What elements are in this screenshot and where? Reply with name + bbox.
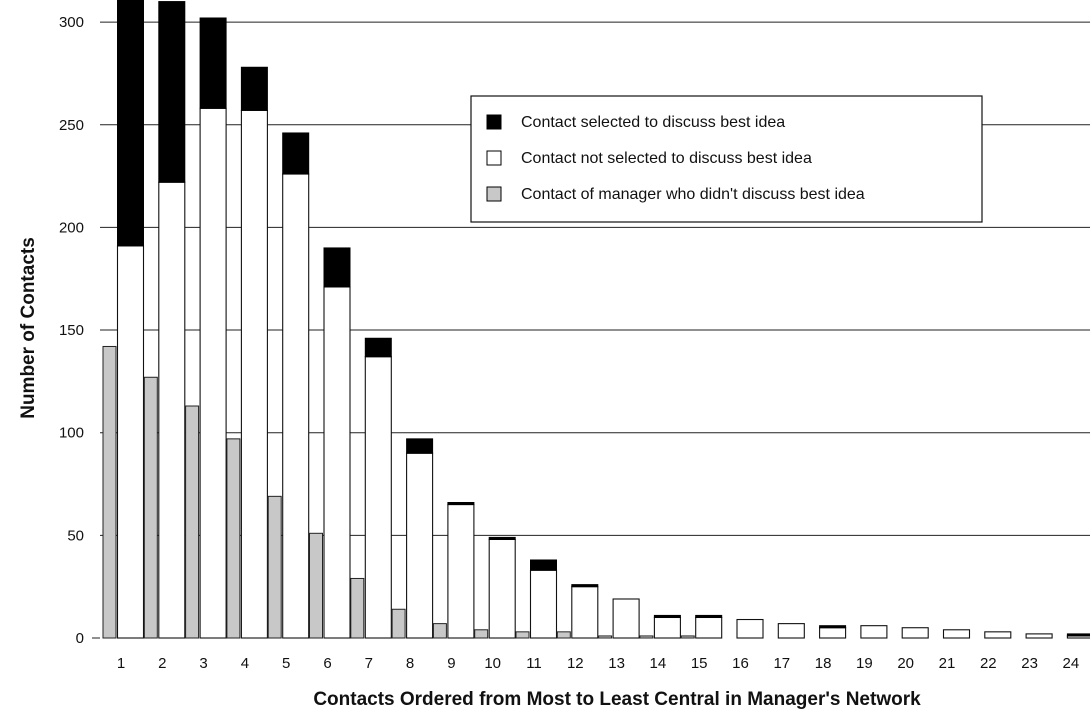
bar-selected-3	[199, 17, 227, 109]
bar-selected-24	[1066, 633, 1090, 637]
bar-selected-15	[695, 614, 723, 618]
bar-other-manager-5	[267, 495, 282, 639]
bar-selected-14	[653, 614, 681, 618]
bar-not-selected-23	[1025, 633, 1053, 639]
x-tick-label: 1	[117, 655, 125, 672]
legend-label-not-selected: Contact not selected to discuss best ide…	[521, 150, 812, 167]
bar-not-selected-4	[240, 109, 268, 639]
x-axis-title: Contacts Ordered from Most to Least Cent…	[313, 689, 921, 710]
bar-not-selected-22	[984, 631, 1012, 639]
bar-not-selected-2	[158, 181, 186, 639]
bar-selected-1	[117, 0, 144, 247]
x-tick-label: 4	[241, 655, 249, 672]
x-tick-label: 12	[567, 655, 584, 672]
bar-selected-7	[364, 337, 392, 358]
bar-not-selected-6	[323, 286, 351, 639]
bar-not-selected-19	[860, 625, 888, 639]
x-tick-label: 17	[773, 655, 790, 672]
bar-other-manager-1	[102, 345, 117, 639]
x-tick-label: 13	[608, 655, 625, 672]
bar-not-selected-13	[612, 598, 640, 639]
x-tick-label: 23	[1021, 655, 1038, 672]
x-tick-label: 7	[365, 655, 373, 672]
bars	[102, 0, 1090, 639]
bar-other-manager-15	[680, 635, 695, 639]
legend-label-selected: Contact selected to discuss best idea	[521, 114, 785, 131]
y-tick-label: 50	[67, 527, 84, 544]
bar-not-selected-21	[942, 629, 971, 639]
bar-selected-9	[447, 502, 475, 506]
x-tick-label: 11	[526, 655, 542, 672]
bar-other-manager-12	[556, 631, 571, 639]
legend-swatch-not-selected	[486, 150, 502, 166]
x-tick-label: 9	[447, 655, 455, 672]
bar-selected-5	[282, 132, 310, 175]
bar-not-selected-16	[736, 618, 764, 639]
bar-other-manager-8	[391, 608, 406, 639]
x-tick-label: 20	[897, 655, 914, 672]
bar-not-selected-8	[406, 452, 434, 639]
x-tick-label: 19	[856, 655, 873, 672]
bar-selected-11	[530, 559, 557, 571]
bar-other-manager-2	[143, 376, 158, 639]
x-tick-label: 21	[939, 655, 956, 672]
bar-not-selected-18	[819, 627, 847, 639]
bar-other-manager-7	[350, 577, 365, 639]
bar-not-selected-15	[695, 616, 723, 639]
legend-swatch-other-manager	[486, 186, 502, 202]
bar-other-manager-6	[309, 532, 323, 639]
x-tick-label: 18	[815, 655, 832, 672]
bar-other-manager-9	[432, 623, 447, 639]
bar-other-manager-14	[639, 635, 654, 639]
x-tick-label: 14	[650, 655, 667, 672]
bar-other-manager-11	[515, 631, 530, 639]
y-axis-title: Number of Contacts	[18, 237, 39, 419]
bar-not-selected-12	[571, 586, 599, 639]
x-tick-label: 15	[691, 655, 708, 672]
bar-not-selected-17	[777, 623, 805, 639]
y-tick-label: 150	[59, 322, 84, 339]
y-tick-label: 0	[76, 630, 84, 647]
bar-not-selected-9	[447, 504, 475, 639]
bar-selected-2	[158, 1, 186, 183]
legend-box	[470, 95, 983, 223]
x-tick-label: 10	[484, 655, 501, 672]
x-tick-label: 2	[158, 655, 166, 672]
bar-selected-4	[240, 66, 268, 111]
bar-not-selected-1	[116, 245, 145, 639]
x-tick-label: 24	[1063, 655, 1080, 672]
y-tick-label: 200	[59, 219, 84, 236]
legend-label-other-manager: Contact of manager who didn't discuss be…	[521, 186, 865, 203]
bar-selected-10	[488, 536, 516, 540]
x-tick-label: 16	[732, 655, 749, 672]
bar-other-manager-10	[474, 629, 489, 639]
y-tick-label: 250	[59, 117, 84, 134]
bar-other-manager-13	[598, 635, 613, 639]
y-axis-ticks: 0 50 100 150 200 250 300	[59, 14, 84, 647]
legend-swatch-selected	[486, 114, 502, 130]
bar-not-selected-3	[199, 107, 227, 639]
x-tick-label: 6	[323, 655, 331, 672]
y-tick-label: 300	[59, 14, 84, 31]
bar-not-selected-20	[901, 627, 929, 639]
bar-selected-8	[406, 438, 434, 454]
bar-selected-18	[819, 625, 847, 629]
x-tick-label: 8	[406, 655, 414, 672]
bar-not-selected-10	[488, 538, 516, 639]
bar-other-manager-4	[226, 438, 241, 639]
bar-not-selected-11	[529, 569, 558, 639]
y-tick-label: 100	[59, 425, 84, 442]
bar-not-selected-7	[364, 356, 392, 639]
bar-not-selected-14	[653, 616, 681, 639]
bar-selected-6	[323, 247, 351, 288]
x-axis-ticks: 1 2 3 4 5 6 7 8 9 10 11 12 13 14 15 16 17 18 19 20 21 22 23 24	[117, 655, 1079, 672]
bar-selected-12	[571, 584, 599, 588]
x-tick-label: 3	[199, 655, 207, 672]
legend: Contact selected to discuss best idea Co…	[470, 95, 983, 223]
bar-not-selected-5	[282, 173, 310, 639]
bar-other-manager-3	[185, 405, 200, 639]
x-tick-label: 5	[282, 655, 290, 672]
x-tick-label: 22	[980, 655, 997, 672]
